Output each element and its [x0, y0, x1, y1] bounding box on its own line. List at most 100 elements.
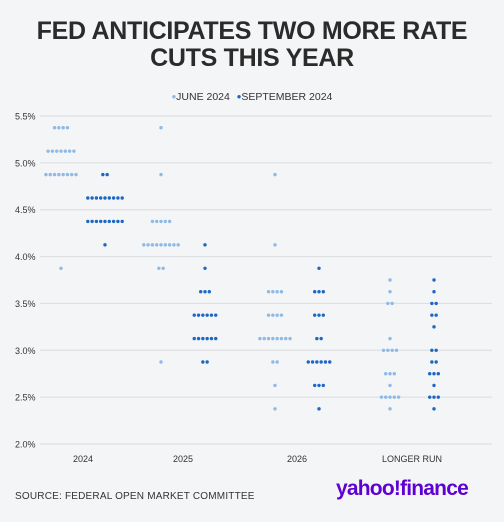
september-dot	[116, 196, 120, 200]
september-dot	[94, 219, 99, 224]
june-dot	[266, 313, 271, 317]
september-dot	[86, 219, 90, 224]
june-dot	[279, 290, 284, 294]
june-dot	[157, 266, 161, 270]
september-dot	[317, 290, 321, 294]
june-dot	[273, 383, 277, 388]
june-dot	[386, 301, 390, 306]
june-dot	[61, 126, 65, 130]
september-dot	[201, 313, 205, 317]
june-dot	[396, 395, 401, 399]
september-dot	[319, 336, 323, 341]
september-dot	[107, 219, 112, 224]
september-dot	[199, 290, 203, 294]
june-dot	[159, 219, 163, 224]
june-dot	[258, 336, 262, 341]
september-dot	[319, 360, 323, 364]
y-tick-label: 3.0%	[15, 346, 36, 356]
september-dot	[328, 360, 332, 364]
legend-dot-june: •	[171, 89, 177, 104]
x-tick-label: 2025	[173, 454, 193, 464]
september-dot	[99, 196, 103, 200]
september-dot	[103, 196, 107, 200]
june-dot	[155, 219, 159, 224]
september-dot	[120, 196, 124, 200]
june-dot	[273, 172, 277, 177]
june-dot	[65, 172, 70, 177]
june-dot	[44, 172, 48, 177]
june-dot	[288, 336, 292, 341]
x-tick-label: LONGER RUN	[382, 454, 442, 464]
legend-dot-september: •	[236, 89, 242, 104]
september-dot	[196, 336, 201, 341]
june-dot	[392, 395, 396, 399]
september-dot	[313, 383, 317, 388]
september-dot	[434, 360, 438, 364]
september-dot	[313, 313, 317, 317]
september-dot	[205, 336, 209, 341]
june-dot	[46, 149, 50, 153]
june-dot	[262, 336, 266, 341]
september-dot	[111, 219, 116, 224]
y-tick-label: 5.0%	[15, 158, 36, 168]
september-dot	[317, 407, 321, 411]
chart-title-line1: FED ANTICIPATES TWO MORE RATE	[36, 17, 468, 45]
june-dot	[273, 407, 277, 411]
june-dot	[72, 149, 76, 153]
june-dot	[388, 372, 392, 376]
june-dot	[65, 126, 70, 130]
september-dot	[205, 360, 209, 364]
september-dot	[203, 243, 207, 247]
september-dot	[430, 301, 434, 306]
yahoo-finance-logo: yahoo!finance	[336, 477, 469, 500]
y-tick-label: 2.0%	[15, 440, 36, 450]
september-dot	[317, 313, 321, 317]
september-dot	[321, 290, 325, 294]
september-dot	[321, 313, 325, 317]
june-dot	[388, 383, 392, 388]
september-dot	[203, 266, 207, 270]
september-dot	[214, 336, 218, 341]
september-dot	[432, 372, 436, 376]
june-dot	[159, 172, 163, 177]
september-dot	[201, 360, 205, 364]
september-dot	[432, 325, 436, 329]
june-dot	[163, 219, 167, 224]
september-dot	[428, 395, 432, 399]
september-dot	[207, 290, 211, 294]
september-dot	[315, 360, 319, 364]
september-dot	[434, 348, 438, 352]
june-dot	[48, 172, 52, 177]
september-dot	[432, 290, 436, 294]
june-dot	[273, 243, 277, 247]
september-dot	[432, 395, 436, 399]
september-dot	[306, 360, 310, 364]
june-dot	[57, 126, 61, 130]
june-dot	[50, 149, 55, 153]
chart-title: FED ANTICIPATES TWO MORE RATE CUTS THIS …	[0, 18, 504, 72]
legend-item-june: •JUNE 2024	[172, 89, 230, 104]
legend-label-september: SEPTEMBER 2024	[241, 91, 333, 103]
september-dot	[192, 313, 196, 317]
june-dot	[390, 301, 394, 306]
legend-item-september: •SEPTEMBER 2024	[237, 89, 333, 104]
september-dot	[205, 313, 209, 317]
y-tick-label: 4.0%	[15, 252, 36, 262]
september-dot	[99, 219, 103, 224]
september-dot	[201, 336, 205, 341]
june-dot	[275, 290, 279, 294]
september-dot	[428, 372, 432, 376]
june-dot	[61, 172, 65, 177]
june-dot	[74, 172, 78, 177]
june-dot	[279, 313, 284, 317]
june-dot	[163, 243, 167, 247]
september-dot	[103, 219, 107, 224]
y-tick-label: 4.5%	[15, 205, 36, 215]
september-dot	[94, 196, 99, 200]
september-dot	[90, 219, 94, 224]
september-dot	[321, 383, 325, 388]
june-dot	[57, 172, 61, 177]
june-dot	[161, 266, 165, 270]
september-dot	[214, 313, 218, 317]
september-dot	[436, 395, 440, 399]
